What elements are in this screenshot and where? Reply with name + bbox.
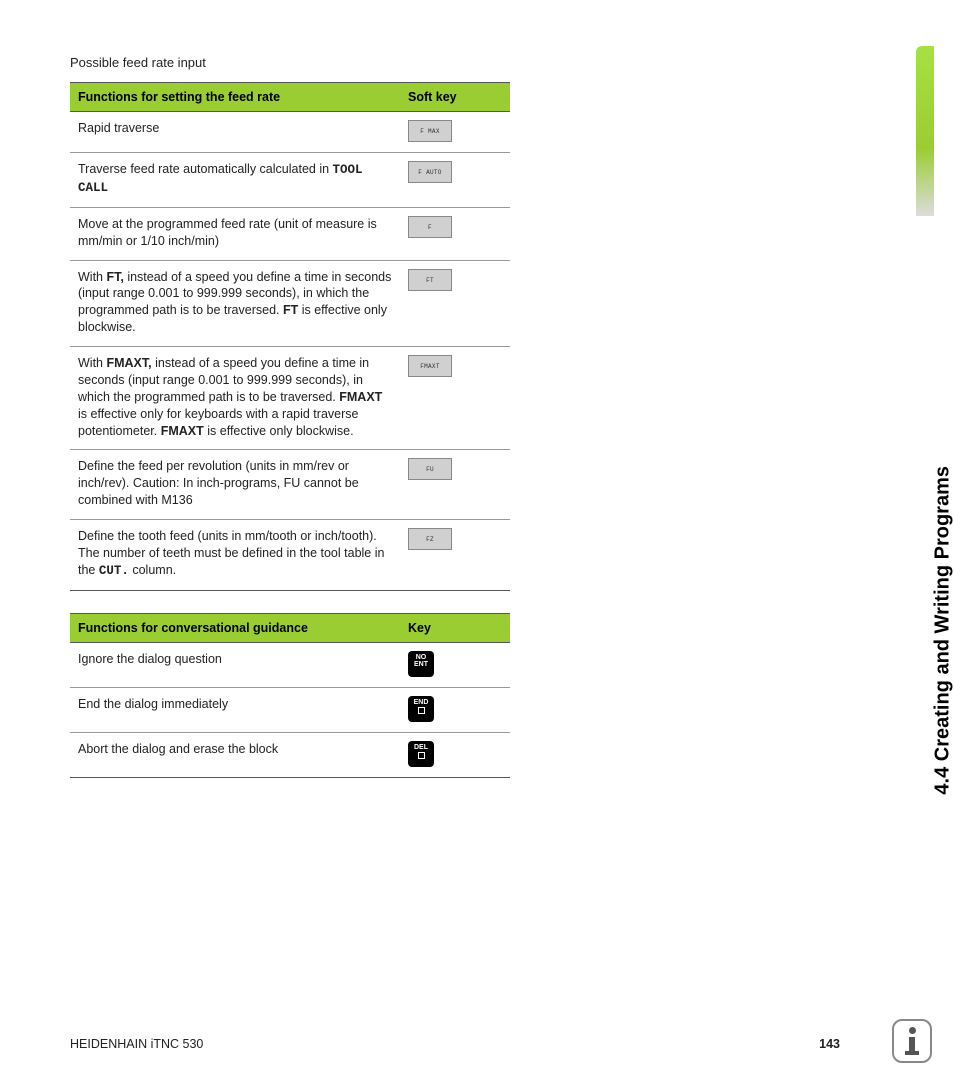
softkey-cell: F [400,207,510,260]
table-row: Define the feed per revolution (units in… [70,450,510,520]
function-cell: Define the feed per revolution (units in… [70,450,400,520]
function-cell: End the dialog immediately [70,687,400,732]
hardkey-cell: END [400,687,510,732]
table-row: With FT, instead of a speed you define a… [70,260,510,347]
function-cell: Abort the dialog and erase the block [70,732,400,777]
feed-rate-table: Functions for setting the feed rate Soft… [70,82,510,591]
side-tab-title: 4.4 Creating and Writing Programs [932,466,954,795]
softkey-button[interactable]: F MAX [408,120,452,142]
softkey-button[interactable]: F AUTO [408,161,452,183]
page-content: Possible feed rate input Functions for s… [70,55,510,800]
table-row: End the dialog immediately END [70,687,510,732]
footer-product: HEIDENHAIN iTNC 530 [70,1037,203,1051]
function-cell: Move at the programmed feed rate (unit o… [70,207,400,260]
softkey-cell: FU [400,450,510,520]
t1-head-functions: Functions for setting the feed rate [70,83,400,112]
hardkey-button[interactable]: NOENT [408,651,434,677]
function-cell: Traverse feed rate automatically calcula… [70,153,400,208]
footer-page-number: 143 [819,1037,840,1051]
softkey-button[interactable]: FZ [408,528,452,550]
table-row: Move at the programmed feed rate (unit o… [70,207,510,260]
intro-text: Possible feed rate input [70,55,510,70]
table-row: Rapid traverse F MAX [70,112,510,153]
hardkey-button[interactable]: DEL [408,741,434,767]
t2-head-key: Key [400,613,510,642]
hardkey-cell: NOENT [400,642,510,687]
t2-head-functions: Functions for conversational guidance [70,613,400,642]
softkey-cell: F MAX [400,112,510,153]
function-cell: Ignore the dialog question [70,642,400,687]
t1-head-softkey: Soft key [400,83,510,112]
function-cell: With FMAXT, instead of a speed you defin… [70,347,400,450]
softkey-button[interactable]: FT [408,269,452,291]
side-tab: 4.4 Creating and Writing Programs [898,46,934,466]
table-row: Abort the dialog and erase the block DEL [70,732,510,777]
function-cell: Rapid traverse [70,112,400,153]
softkey-button[interactable]: FU [408,458,452,480]
softkey-cell: FT [400,260,510,347]
info-icon [892,1019,932,1063]
softkey-button[interactable]: F [408,216,452,238]
hardkey-cell: DEL [400,732,510,777]
table-row: Traverse feed rate automatically calcula… [70,153,510,208]
page-footer: HEIDENHAIN iTNC 530 143 [70,1037,870,1051]
softkey-button[interactable]: FMAXT [408,355,452,377]
table-row: Ignore the dialog question NOENT [70,642,510,687]
table-row: Define the tooth feed (units in mm/tooth… [70,520,510,591]
softkey-cell: F AUTO [400,153,510,208]
hardkey-button[interactable]: END [408,696,434,722]
guidance-table: Functions for conversational guidance Ke… [70,613,510,778]
side-tab-gradient [916,46,934,216]
softkey-cell: FZ [400,520,510,591]
table-row: With FMAXT, instead of a speed you defin… [70,347,510,450]
function-cell: Define the tooth feed (units in mm/tooth… [70,520,400,591]
function-cell: With FT, instead of a speed you define a… [70,260,400,347]
softkey-cell: FMAXT [400,347,510,450]
